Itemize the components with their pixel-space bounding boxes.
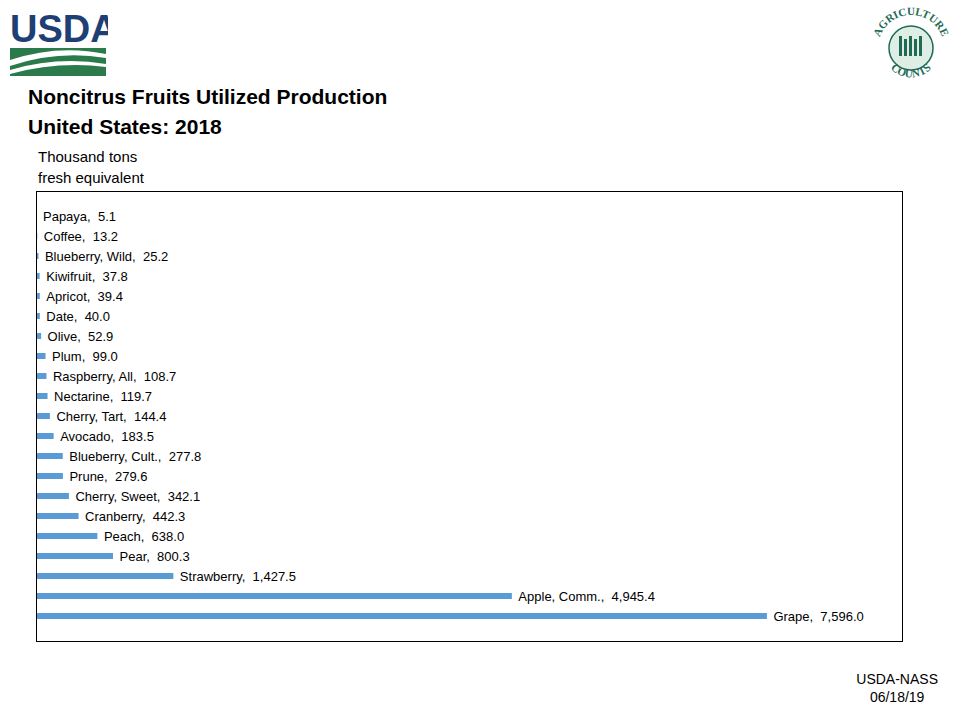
svg-text:Prune, 279.6: Prune, 279.6 (69, 469, 147, 484)
html-text:United States: 2018: United States: 2018 (28, 115, 222, 138)
svg-text:Papaya, 5.1: Papaya, 5.1 (43, 209, 116, 224)
svg-text:Strawberry, 1,427.5: Strawberry, 1,427.5 (180, 569, 296, 584)
svg-text:Cherry, Sweet, 342.1: Cherry, Sweet, 342.1 (75, 489, 200, 504)
svg-text:Blueberry, Wild, 25.2: Blueberry, Wild, 25.2 (45, 249, 168, 264)
svg-text:COUNTS: COUNTS (889, 61, 933, 80)
svg-text:Nectarine, 119.7: Nectarine, 119.7 (54, 389, 152, 404)
svg-text:Plum, 99.0: Plum, 99.0 (52, 349, 118, 364)
svg-text:Coffee, 13.2: Coffee, 13.2 (44, 229, 118, 244)
svg-text:Cranberry, 442.3: Cranberry, 442.3 (85, 509, 185, 524)
svg-text:AGRICULTURE: AGRICULTURE (871, 6, 952, 38)
svg-text:Olive, 52.9: Olive, 52.9 (48, 329, 114, 344)
svg-text:Kiwifruit, 37.8: Kiwifruit, 37.8 (46, 269, 128, 284)
svg-text:Peach, 638.0: Peach, 638.0 (104, 529, 184, 544)
svg-text:Pear, 800.3: Pear, 800.3 (120, 549, 190, 564)
svg-text:USDA: USDA (10, 8, 108, 50)
svg-text:Grape, 7,596.0: Grape, 7,596.0 (773, 609, 863, 624)
html-text:06/18/19: 06/18/19 (869, 689, 925, 705)
svg-text:Raspberry, All, 108.7: Raspberry, All, 108.7 (53, 369, 176, 384)
svg-text:Cherry, Tart, 144.4: Cherry, Tart, 144.4 (56, 409, 166, 424)
html-text:Thousand tons fresh equivalent: Thousand tons fresh equivalent (38, 148, 144, 186)
svg-text:Apricot, 39.4: Apricot, 39.4 (46, 289, 123, 304)
html-text:Noncitrus Fruits Utilized Prod: Noncitrus Fruits Utilized Production (28, 85, 388, 108)
svg-text:Date, 40.0: Date, 40.0 (46, 309, 110, 324)
html-text:USDA-NASS: USDA-NASS (856, 671, 938, 687)
svg-text:Apple, Comm., 4,945.4: Apple, Comm., 4,945.4 (518, 589, 655, 604)
svg-text:Blueberry, Cult., 277.8: Blueberry, Cult., 277.8 (69, 449, 201, 464)
svg-text:Avocado, 183.5: Avocado, 183.5 (60, 429, 154, 444)
